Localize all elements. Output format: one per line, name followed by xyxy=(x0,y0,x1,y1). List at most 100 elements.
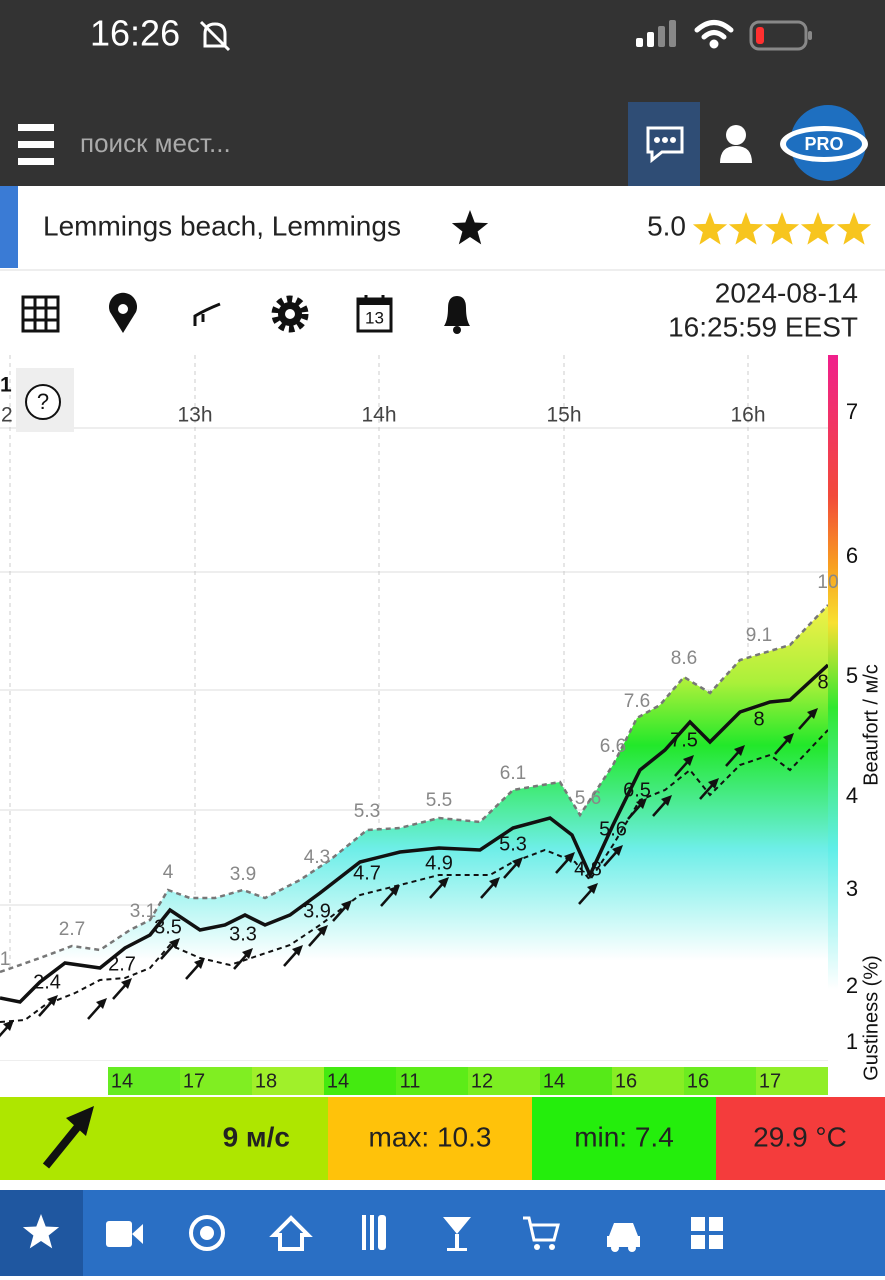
status-time: 16:26 xyxy=(90,13,180,54)
beaufort-tick: 4 xyxy=(846,783,858,808)
mean-label: 4.7 xyxy=(353,862,381,884)
gust-label: 2.7 xyxy=(59,919,85,940)
chat-icon xyxy=(646,126,684,164)
nav-spots[interactable] xyxy=(189,1215,225,1251)
mean-label: 2.4 xyxy=(33,971,61,993)
arrow-head xyxy=(683,755,694,766)
beaufort-tick: 7 xyxy=(846,399,858,424)
menu-button[interactable] xyxy=(18,124,54,165)
mute-icon xyxy=(199,20,231,52)
mean-label: 8 xyxy=(753,708,764,730)
max-panel xyxy=(328,1097,532,1180)
gustiness-cell xyxy=(324,1067,396,1095)
rating-star xyxy=(764,212,800,245)
gustiness-value: 16 xyxy=(615,1070,637,1092)
arrow-head xyxy=(661,795,672,806)
beaufort-tick: 1 xyxy=(846,1029,858,1054)
arrow-head xyxy=(489,877,500,888)
gustiness-value: 14 xyxy=(327,1070,349,1092)
chat-button[interactable] xyxy=(628,102,700,186)
gustiness-cell xyxy=(756,1067,828,1095)
arrow-head xyxy=(47,995,58,1006)
nav-shops[interactable] xyxy=(523,1216,560,1250)
gustiness-value: 14 xyxy=(543,1070,565,1092)
gust-label: 6.6 xyxy=(600,736,626,757)
location-name: Lemmings beach, Lemmings xyxy=(43,210,401,241)
gust-label: 5.6 xyxy=(575,788,601,809)
mean-label: 7.5 xyxy=(670,729,698,751)
cut-label: 2 xyxy=(1,404,13,427)
nav-webcams[interactable] xyxy=(106,1221,143,1247)
speed-panel xyxy=(0,1097,328,1180)
arrow-head xyxy=(564,852,575,863)
date: 2024-08-14 xyxy=(715,277,858,308)
min: min: 7.4 xyxy=(574,1121,674,1152)
gustiness-title: Gustiness (%) xyxy=(860,955,882,1081)
gustiness-cell xyxy=(684,1067,756,1095)
gust-label: 9.1 xyxy=(746,625,772,646)
nav-bars[interactable] xyxy=(443,1217,471,1251)
rating-star xyxy=(692,212,728,245)
help-button[interactable] xyxy=(25,384,61,420)
max: max: 10.3 xyxy=(369,1121,492,1152)
map-button[interactable] xyxy=(109,292,137,333)
mean-label: 6.5 xyxy=(623,779,651,801)
gustiness-value: 18 xyxy=(255,1070,277,1092)
speed: 9 м/с xyxy=(223,1121,290,1152)
arrow-head xyxy=(636,798,647,809)
gust-label: 4.3 xyxy=(304,847,330,868)
table-button[interactable] xyxy=(21,295,60,333)
nav-food[interactable] xyxy=(362,1215,386,1250)
gustiness-cell xyxy=(252,1067,324,1095)
mean-label: 8 xyxy=(817,671,828,693)
temperature: 29.9 °C xyxy=(753,1121,847,1152)
arrow-head xyxy=(194,958,205,969)
gustiness-cell xyxy=(108,1067,180,1095)
direction-arrow xyxy=(42,1106,94,1169)
min-line xyxy=(0,729,829,1023)
mean-label: 2.7 xyxy=(108,953,136,975)
gustiness-value: 14 xyxy=(111,1070,133,1092)
logo-text: PRO xyxy=(804,134,843,154)
spot-button[interactable] xyxy=(193,302,221,326)
profile-button[interactable] xyxy=(720,125,752,163)
rating-star xyxy=(800,212,836,245)
calendar-button[interactable]: 13 xyxy=(356,295,393,333)
nav-rentals[interactable] xyxy=(607,1223,640,1252)
axis-title: Beaufort / м/с xyxy=(860,664,882,786)
arrow-head xyxy=(169,938,180,949)
nav-icons xyxy=(106,1215,723,1252)
battery-icon xyxy=(749,20,812,51)
hour-label: 15h xyxy=(546,404,581,427)
arrow-head xyxy=(734,745,745,756)
rating-star xyxy=(836,212,872,245)
alerts-button[interactable] xyxy=(444,296,470,334)
cut-label: 1 xyxy=(0,374,12,397)
pro-logo[interactable]: PRO xyxy=(780,105,868,181)
beaufort-tick: 2 xyxy=(846,973,858,998)
hour-label: 14h xyxy=(361,404,396,427)
gust-area xyxy=(0,605,828,1060)
nav-stays[interactable] xyxy=(269,1215,313,1251)
nav-more[interactable] xyxy=(691,1217,723,1249)
arrow-head xyxy=(292,945,303,956)
gustiness-value: 16 xyxy=(687,1070,709,1092)
arrow-head xyxy=(121,978,132,989)
beaufort-tick: 5 xyxy=(846,663,858,688)
arrow-head xyxy=(341,900,352,911)
gustiness-value: 17 xyxy=(183,1070,205,1092)
location-strip xyxy=(0,186,18,268)
settings-button[interactable] xyxy=(271,295,309,333)
search-field[interactable]: поиск мест... xyxy=(80,128,231,158)
arrow-head xyxy=(389,885,400,896)
favorites-icon xyxy=(22,1214,60,1249)
gustiness-cell xyxy=(180,1067,252,1095)
arrow-head xyxy=(612,845,623,856)
arrow-head xyxy=(587,883,598,894)
mean-label: 5.3 xyxy=(499,833,527,855)
help-text: ? xyxy=(37,389,49,414)
favorite-star[interactable] xyxy=(451,210,489,245)
rating-value: 5.0 xyxy=(647,210,686,241)
